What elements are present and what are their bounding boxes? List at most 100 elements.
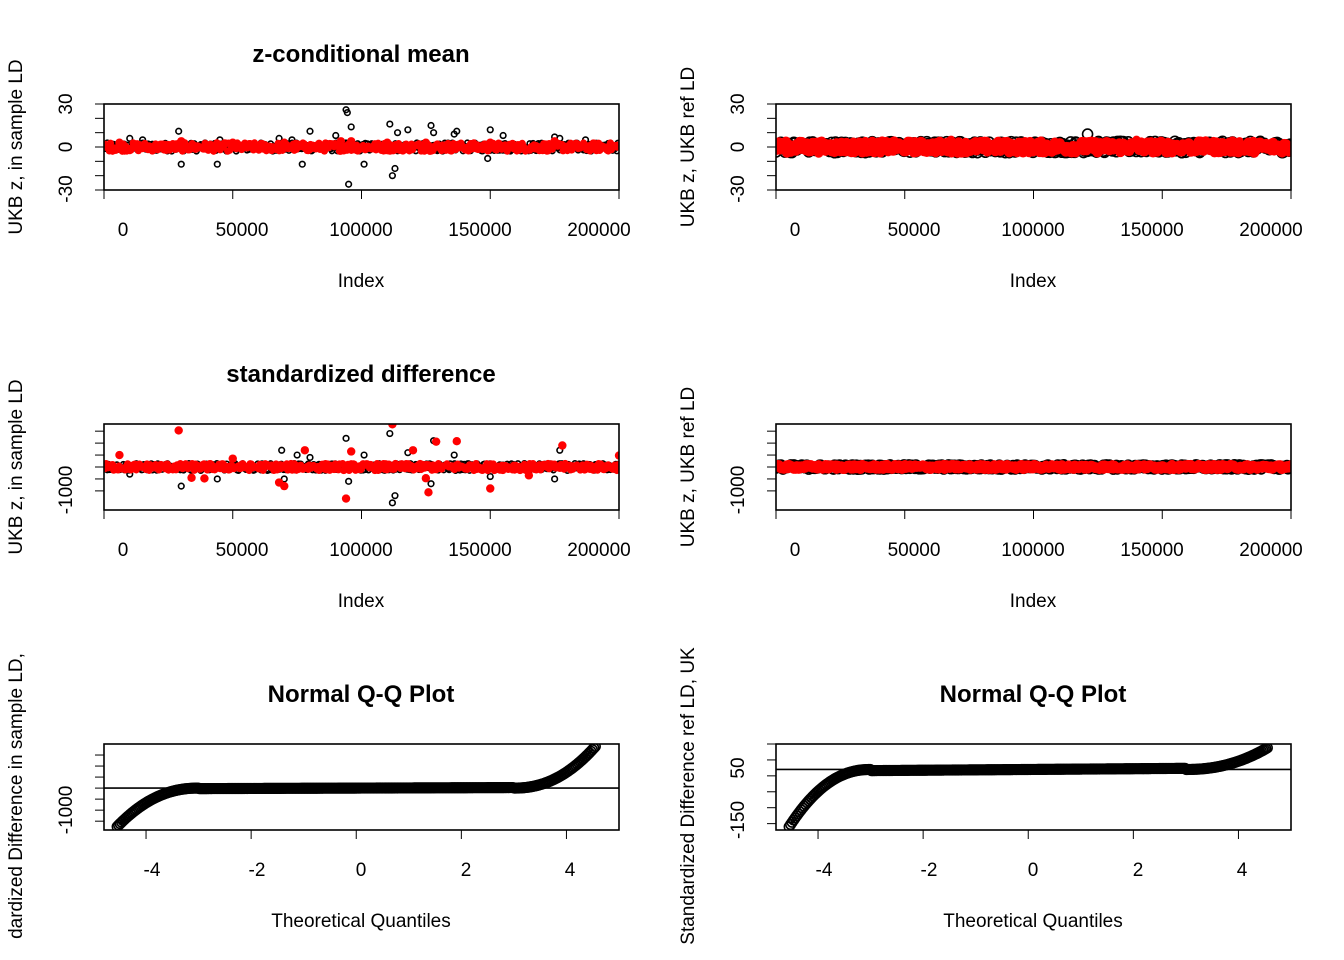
panel1-series-1-spike-3 <box>280 138 289 147</box>
panel5-title: Normal Q-Q Plot <box>268 681 455 708</box>
panel3-frame <box>103 423 620 511</box>
panel1-xtick-1: 50000 <box>216 220 269 241</box>
panel2-series-1-spike-1 <box>1080 137 1090 146</box>
panel4-axes <box>767 430 1292 519</box>
panel1-series-1-spike-6 <box>383 138 392 147</box>
panel2-series-1-spike-3 <box>1235 137 1244 146</box>
panel6-xtick-2: 0 <box>1028 860 1039 881</box>
panel1-xlabel: Index <box>338 271 385 292</box>
panel4-points <box>776 459 1291 475</box>
panel6-ytick-1: 50 <box>728 757 749 778</box>
panel5-qq-point <box>586 744 598 756</box>
panel3-title: standardized difference <box>226 361 495 388</box>
panel4-xtick-2: 100000 <box>1001 540 1064 561</box>
panel6-title: Normal Q-Q Plot <box>940 681 1127 708</box>
panel3-series-1-spike-12 <box>421 474 431 483</box>
panel1-series-0-spike-8 <box>298 160 306 168</box>
panel3-series-1-spike-11 <box>408 446 418 455</box>
panel2-xtick-3: 150000 <box>1120 220 1183 241</box>
panel1-series-0-spike-15 <box>360 160 368 168</box>
panel3-series-0-spike-18 <box>551 475 559 483</box>
panel4-xtick-3: 150000 <box>1120 540 1183 561</box>
panel3-series-0-spike-7 <box>342 434 350 442</box>
panel5-points <box>111 744 601 830</box>
panel1-marks <box>95 103 620 199</box>
panel1-series-0-spike-25 <box>484 154 492 163</box>
panel1-series-1 <box>104 137 619 155</box>
panel2-ytick-0: -30 <box>728 175 749 202</box>
panel3-series-1-spike-8 <box>341 494 351 503</box>
panel1-ytick-2: 30 <box>56 93 77 114</box>
panel6-xlabel: Theoretical Quantiles <box>943 911 1123 932</box>
panel4-frame <box>775 423 1292 511</box>
panel5-xtick-1: -2 <box>249 860 266 881</box>
panel5-ytick-0: -1000 <box>56 786 77 835</box>
panel1-points <box>104 106 619 188</box>
panel1-series-1-spike-8 <box>486 138 495 147</box>
panel3-series-1-spike-3 <box>200 474 209 483</box>
panel1-xtick-4: 200000 <box>567 220 630 241</box>
panel5-frame <box>103 743 620 831</box>
panel1-series-0-spike-21 <box>427 121 435 130</box>
panel2-axes <box>767 103 1292 199</box>
panel4-ytick-0: -1000 <box>728 466 749 515</box>
panel1-series-1-spike-7 <box>421 138 431 147</box>
panel3-axes <box>95 430 620 519</box>
panel3-series-1-spike-16 <box>486 484 495 493</box>
panel4-series-1-point <box>1286 460 1291 471</box>
panel5-marks <box>95 743 620 839</box>
panel3-series-1-spike-10 <box>388 424 397 429</box>
panel2-points <box>776 128 1291 159</box>
panel3-series-0-spike-1 <box>177 482 185 490</box>
panel3-series-0-spike-4 <box>280 475 288 483</box>
panel-ukb-ref-ld: Index UKB z, UKB ref LD 0 50000 100000 1… <box>678 67 1303 292</box>
panel4-xlabel: Index <box>1010 591 1057 612</box>
panel4-xtick-4: 200000 <box>1239 540 1302 561</box>
panel6-axes <box>767 743 1239 839</box>
panel3-series-0-spike-3 <box>278 446 286 454</box>
panel3-xtick-3: 150000 <box>448 540 511 561</box>
panel1-series-1-spike-5 <box>347 137 356 146</box>
panel1-series-0-spike-19 <box>393 129 402 137</box>
panel4-series-1 <box>776 459 1291 475</box>
panel3-series-0-spike-2 <box>213 475 221 483</box>
panel2-frame <box>775 103 1292 191</box>
panel3-series-1-spike-17 <box>524 471 534 480</box>
panel-qq-ref-ld: Normal Q-Q Plot Theoretical Quantiles St… <box>678 647 1248 945</box>
panel3-series-1-spike-2 <box>187 473 196 482</box>
panel3-series-1-spike-19 <box>614 451 619 460</box>
panel1-series-0-spike-26 <box>486 126 494 134</box>
panel6-xtick-4: 4 <box>1237 860 1248 881</box>
panel3-series-1-spike-9 <box>347 447 356 456</box>
panel1-series-0-spike-2 <box>175 127 183 135</box>
panel3-series-1 <box>104 424 619 503</box>
panel3-series-1-spike-1 <box>174 426 183 435</box>
panel-standardized-difference: standardized difference Index UKB z, in … <box>6 361 631 612</box>
panel6-xtick-0: -4 <box>816 860 833 881</box>
panel1-series-0-spike-24 <box>453 127 461 135</box>
panel1-series-1-point <box>615 142 619 150</box>
panel1-series-0-spike-22 <box>430 129 438 137</box>
panel3-series-1-spike-0 <box>115 450 124 460</box>
panel1-series-0-spike-17 <box>388 172 397 180</box>
panel1-xtick-2: 100000 <box>329 220 392 241</box>
panel-z-conditional-mean: z-conditional mean Index UKB z, in sampl… <box>6 41 631 292</box>
panel3-xlabel: Index <box>338 591 385 612</box>
panel2-series-1 <box>776 135 1291 158</box>
panel1-series-0-spike-18 <box>391 164 399 173</box>
panel3-ylabel: UKB z, in sample LD <box>6 379 27 554</box>
panel1-series-1-spike-1 <box>177 137 186 146</box>
panel6-xtick-3: 2 <box>1133 860 1144 881</box>
panel3-series-0-spike-12 <box>391 492 399 500</box>
panel1-series-0-spike-10 <box>332 131 340 140</box>
panel3-series-1-spike-14 <box>431 437 441 446</box>
panel3-series-0-spike-5 <box>293 451 301 459</box>
panel2-xtick-2: 100000 <box>1001 220 1064 241</box>
panel3-xtick-4: 200000 <box>567 540 630 561</box>
panel5-qq-point <box>588 744 600 754</box>
panel5-xtick-4: 4 <box>565 860 576 881</box>
panel4-xtick-0: 0 <box>790 540 801 561</box>
panel1-series-0-spike-27 <box>499 131 507 140</box>
panel2-xtick-0: 0 <box>790 220 801 241</box>
panel3-series-1-spike-13 <box>424 488 433 497</box>
